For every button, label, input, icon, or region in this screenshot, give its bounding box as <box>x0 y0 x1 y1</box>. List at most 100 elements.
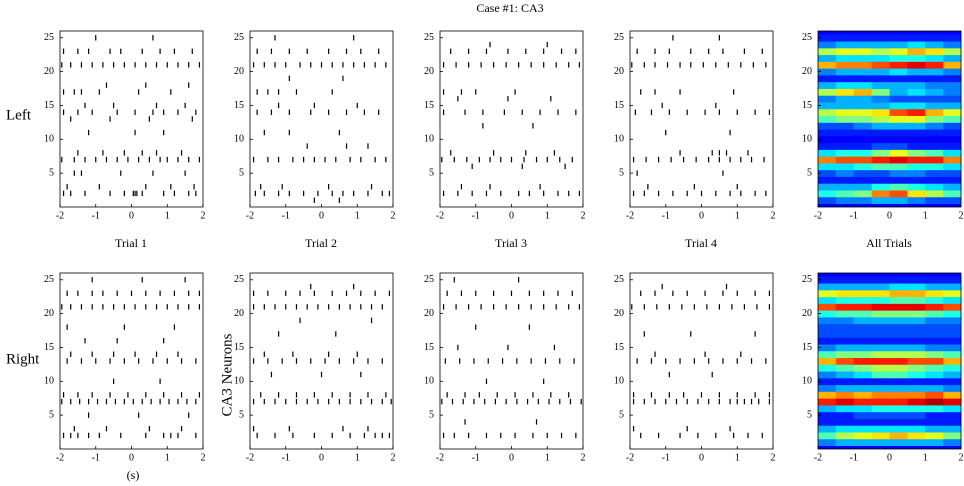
heatmap-cell <box>853 398 873 406</box>
heatmap-cell <box>907 122 926 130</box>
heatmap-cell <box>943 405 962 413</box>
heatmap-cell <box>835 61 855 69</box>
y-tick-label: 5 <box>429 167 434 178</box>
heatmap-cell <box>943 129 962 137</box>
heatmap-cell <box>871 47 890 56</box>
heatmap-cell <box>925 371 944 379</box>
heatmap-cell <box>943 156 962 164</box>
heatmap-cell <box>853 54 873 62</box>
heatmap-cell <box>889 88 908 96</box>
x-tick-label: 2 <box>201 452 206 463</box>
heatmap-cell <box>871 398 890 406</box>
heatmap-cell <box>835 135 855 144</box>
heatmap-cell <box>925 438 944 447</box>
heatmap-cell <box>925 34 944 42</box>
heatmap-cell <box>853 323 873 331</box>
heatmap-cell <box>853 81 873 89</box>
x-tick-label: -2 <box>246 210 254 221</box>
heatmap-cell <box>818 196 837 205</box>
y-tick-label: 10 <box>802 134 812 145</box>
heatmap-cell <box>818 183 837 191</box>
heatmap-cell <box>925 330 944 338</box>
heatmap-cell <box>818 41 837 49</box>
x-tick-label: -1 <box>850 452 858 463</box>
x-tick-label: 2 <box>581 210 586 221</box>
y-tick-label: 25 <box>424 274 434 285</box>
heatmap-cell <box>943 75 962 83</box>
panel: 5 10 15 20 25 -2 -1 0 1 2 <box>424 272 586 463</box>
y-tick-label: 10 <box>614 134 624 145</box>
y-tick-label: 25 <box>424 32 434 43</box>
heatmap-cell <box>835 310 855 318</box>
heatmap-cell <box>925 102 944 110</box>
heatmap-cell <box>889 337 908 345</box>
y-tick-label: 5 <box>807 167 812 178</box>
heatmap-cell <box>889 122 908 130</box>
heatmap-cell <box>907 196 926 205</box>
heatmap-cell <box>871 317 890 325</box>
heatmap-cell <box>943 323 962 331</box>
y-tick-label: 15 <box>44 342 54 353</box>
heatmap-cell <box>925 296 944 304</box>
heatmap-cell <box>907 163 926 171</box>
heatmap-cell <box>871 432 890 440</box>
panel: 5 10 15 20 25 -2 -1 0 1 2 <box>614 272 776 463</box>
heatmap-cell <box>889 149 908 157</box>
y-tick-label: 15 <box>802 342 812 353</box>
x-tick-label: 0 <box>319 452 324 463</box>
heatmap-cell <box>925 344 944 352</box>
heatmap-cell <box>818 330 837 338</box>
heatmap-cell <box>818 310 837 318</box>
heatmap-cell <box>853 149 873 157</box>
heatmap-cell <box>871 337 890 345</box>
heatmap-cell <box>889 317 908 325</box>
x-tick-label: -2 <box>436 210 444 221</box>
heatmap-cell <box>907 108 926 117</box>
heatmap-cell <box>835 377 855 386</box>
heatmap-cell <box>889 377 908 386</box>
heatmap-cell <box>907 371 926 379</box>
heatmap-cell <box>818 283 837 291</box>
plot-area <box>250 31 393 207</box>
heatmap-cell <box>907 391 926 399</box>
x-tick-label: -1 <box>282 452 290 463</box>
heatmap-cell <box>925 54 944 62</box>
heatmap-cell <box>907 398 926 406</box>
heatmap-cell <box>889 283 908 291</box>
heatmap-cell <box>889 81 908 89</box>
heatmap-cell <box>925 163 944 171</box>
heatmap-cell <box>907 411 926 419</box>
heatmap-cell <box>835 283 855 291</box>
heatmap-cell <box>907 176 926 184</box>
heatmap-cell <box>907 432 926 440</box>
heatmap-cell <box>818 405 837 413</box>
heatmap-cell <box>871 384 890 392</box>
heatmap-cell <box>907 364 926 372</box>
heatmap-cell <box>871 283 890 291</box>
heatmap-cell <box>853 75 873 83</box>
y-tick-label: 20 <box>44 308 54 319</box>
heatmap-cell <box>835 129 855 137</box>
heatmap-cell <box>871 391 890 399</box>
heatmap-cell <box>818 425 837 433</box>
y-tick-label: 15 <box>44 100 54 111</box>
heatmap-cell <box>818 54 837 62</box>
heatmap-cell <box>943 47 962 56</box>
heatmap-cell <box>925 129 944 137</box>
heatmap-cell <box>889 68 908 76</box>
heatmap-cell <box>889 34 908 42</box>
x-tick-label: 1 <box>735 452 740 463</box>
heatmap-cell <box>943 398 962 406</box>
heatmap-cell <box>925 81 944 89</box>
heatmap-cell <box>871 350 890 359</box>
heatmap-cell <box>871 163 890 171</box>
heatmap-cell <box>871 405 890 413</box>
y-tick-label: 10 <box>44 376 54 387</box>
heatmap-cell <box>907 95 926 103</box>
heatmap-cell <box>889 176 908 184</box>
heatmap-cell <box>871 310 890 318</box>
x-tick-label: 0 <box>509 452 514 463</box>
heatmap-cell <box>907 350 926 359</box>
heatmap-cell <box>835 176 855 184</box>
x-tick-label: 2 <box>771 210 776 221</box>
